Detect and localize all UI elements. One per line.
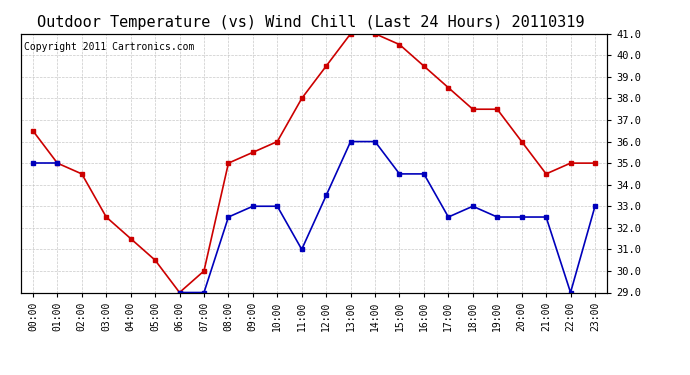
Text: Outdoor Temperature (vs) Wind Chill (Last 24 Hours) 20110319: Outdoor Temperature (vs) Wind Chill (Las… [37,15,584,30]
Text: Copyright 2011 Cartronics.com: Copyright 2011 Cartronics.com [23,42,194,51]
